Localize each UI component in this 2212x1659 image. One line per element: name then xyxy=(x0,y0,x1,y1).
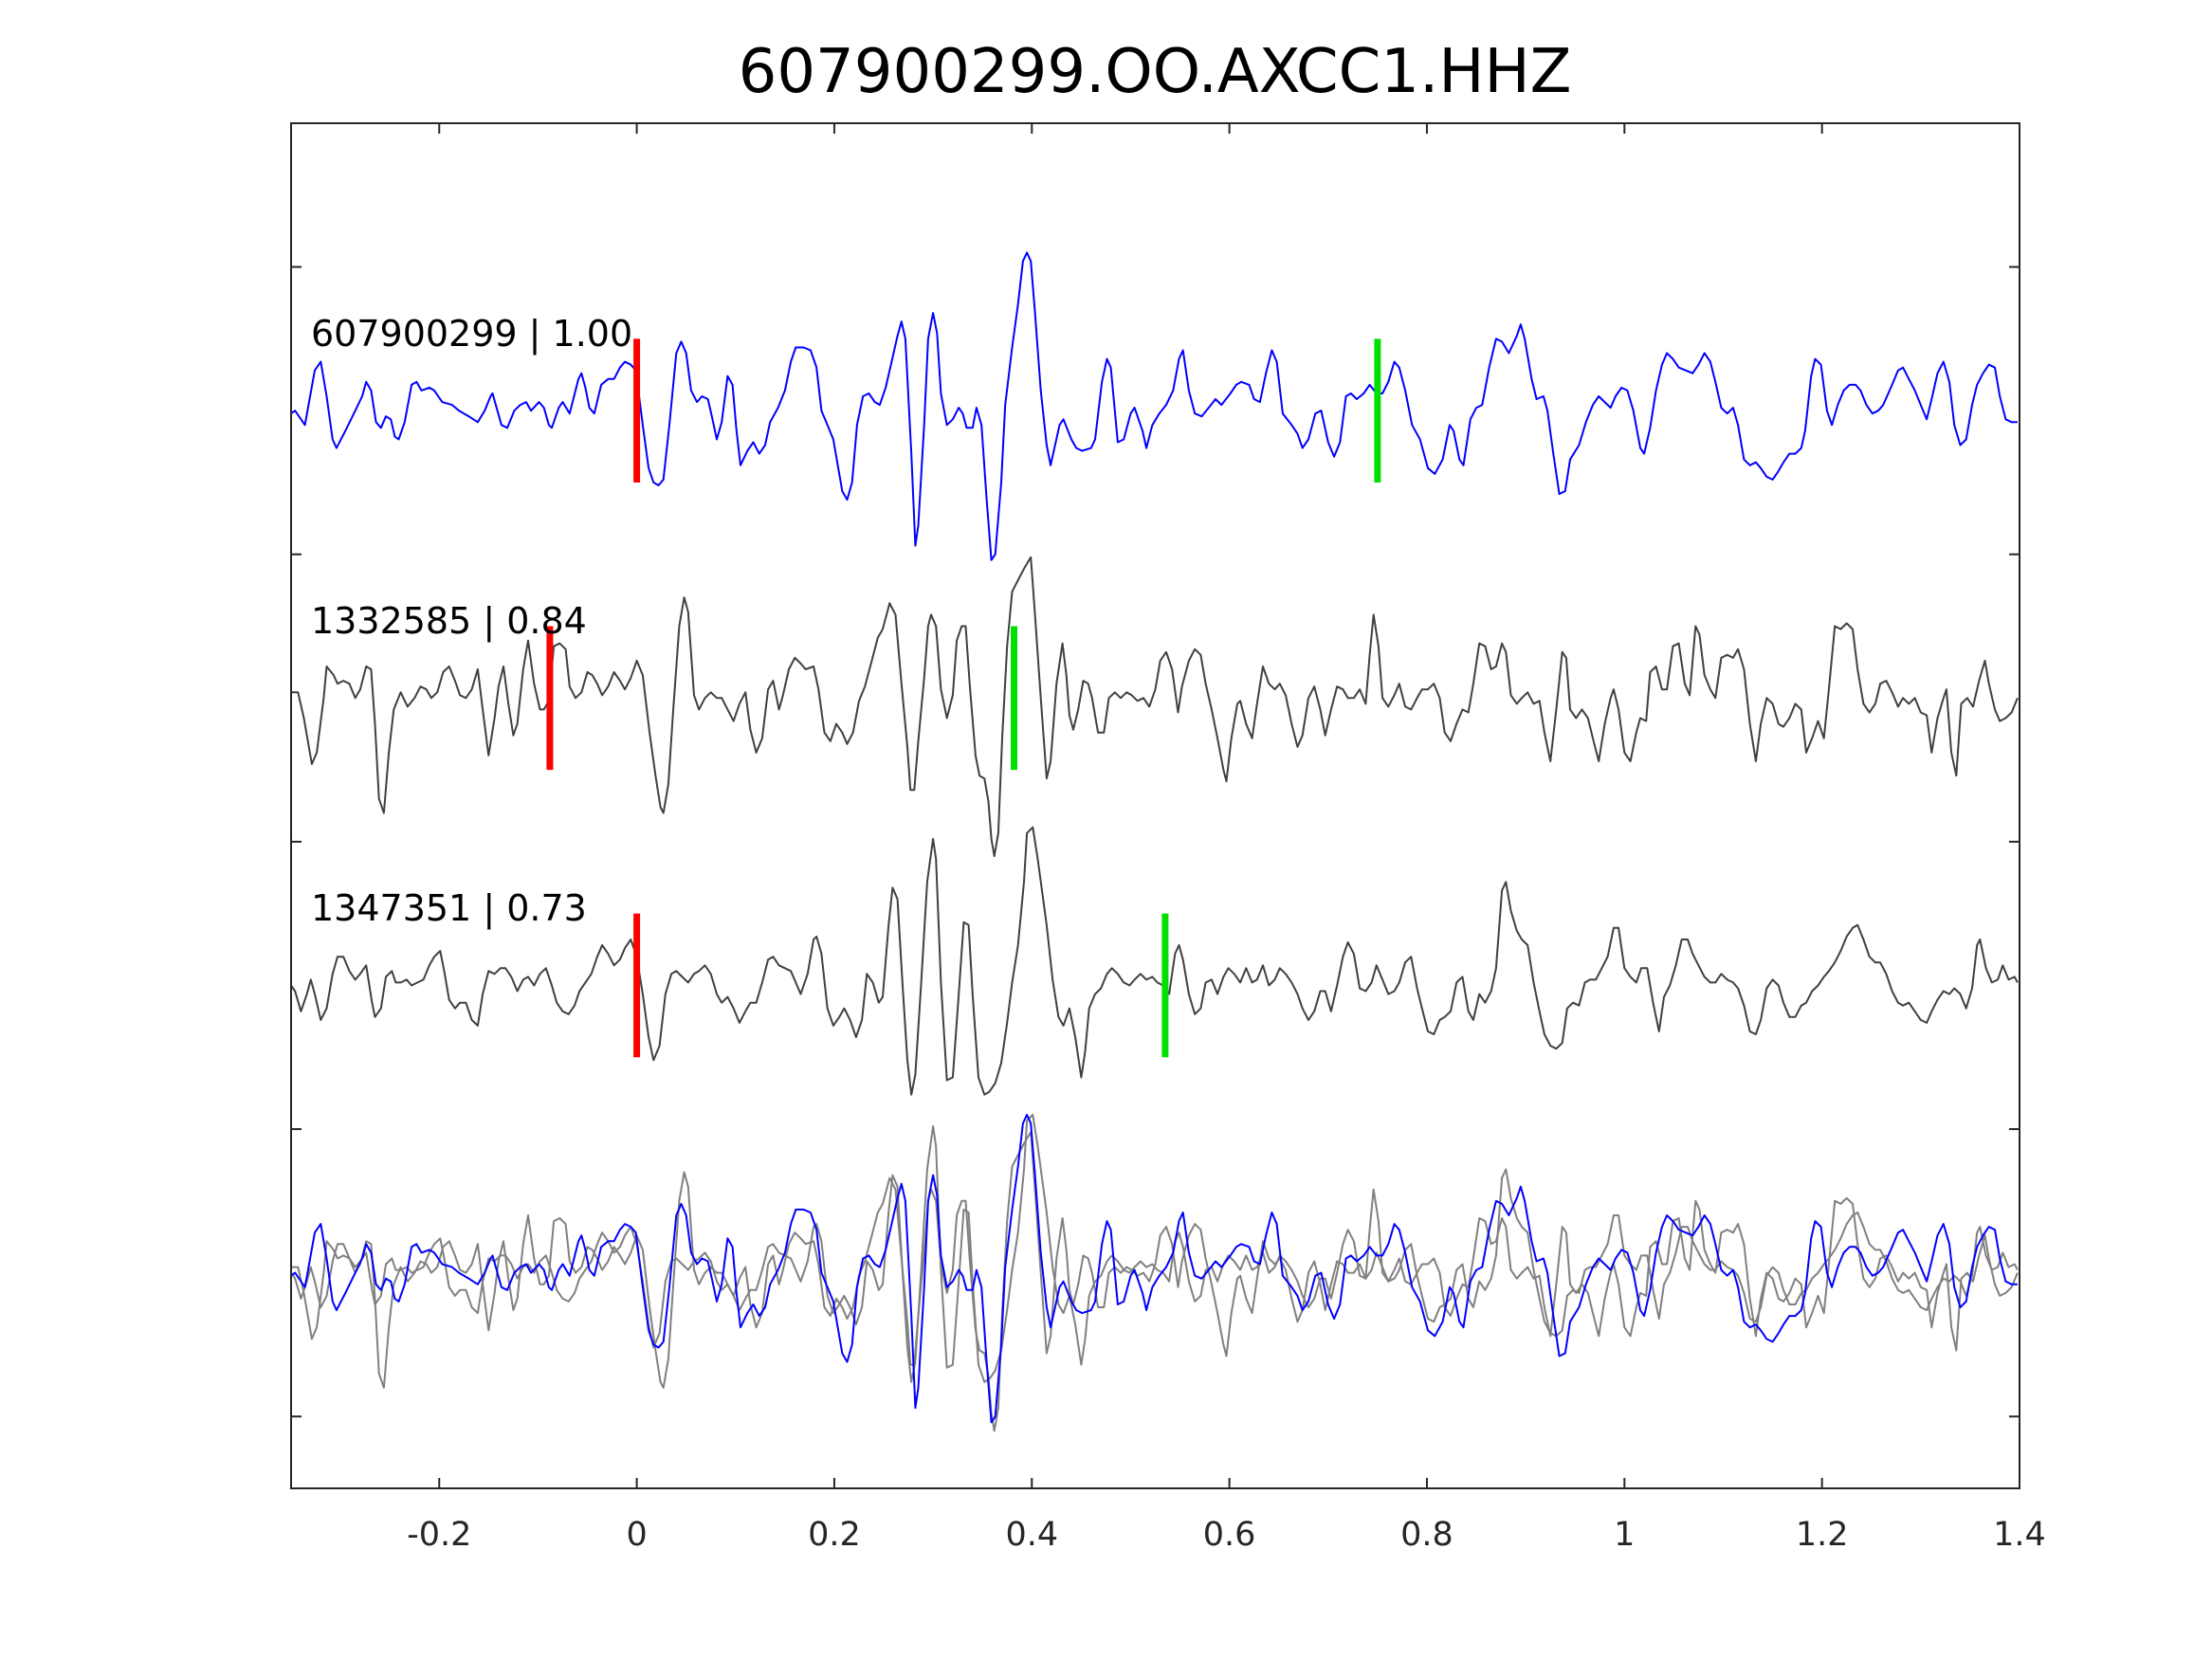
trace-1347351 xyxy=(290,826,2019,1096)
trace-labels-layer: 607900299 | 1.00 1332585 | 0.84 1347351 | … xyxy=(311,313,632,930)
chart-title: 607900299.OO.AXCC1.HHZ xyxy=(739,37,1572,107)
x-tick-label: -0.2 xyxy=(407,1516,471,1554)
trace-1332585 xyxy=(291,556,2019,858)
trace-label-1332585: 1332585 | 0.84 xyxy=(311,600,587,643)
trace-label-607900299: 607900299 | 1.00 xyxy=(311,313,632,356)
x-tick-label: 0.2 xyxy=(808,1516,861,1554)
trace-607900299 xyxy=(290,251,2018,561)
x-tick-label: 0 xyxy=(626,1516,647,1554)
overlay-layer xyxy=(290,1113,2019,1432)
x-tick-label: 0.8 xyxy=(1400,1516,1453,1554)
overlay-trace-607900299 xyxy=(290,1113,2018,1424)
x-tick-label: 0.4 xyxy=(1005,1516,1058,1554)
x-tick-label: 1.4 xyxy=(1993,1516,2046,1554)
x-tick-label: 0.6 xyxy=(1203,1516,1256,1554)
overlay-trace-1347351 xyxy=(290,1113,2019,1383)
overlay-trace-1332585 xyxy=(291,1131,2019,1432)
trace-label-1347351: 1347351 | 0.73 xyxy=(311,887,587,930)
axes-box xyxy=(290,122,2020,1489)
traces-layer xyxy=(290,251,2019,1096)
ticks-layer: -0.2 0 0.2 0.4 0.6 0.8 1 1.2 1.4 xyxy=(291,123,2046,1554)
plot-area: 607900299 | 1.00 1332585 | 0.84 1347351 | … xyxy=(290,251,2019,1432)
x-tick-label: 1 xyxy=(1614,1516,1635,1554)
x-tick-label: 1.2 xyxy=(1796,1516,1849,1554)
picks-layer xyxy=(546,338,1381,1058)
